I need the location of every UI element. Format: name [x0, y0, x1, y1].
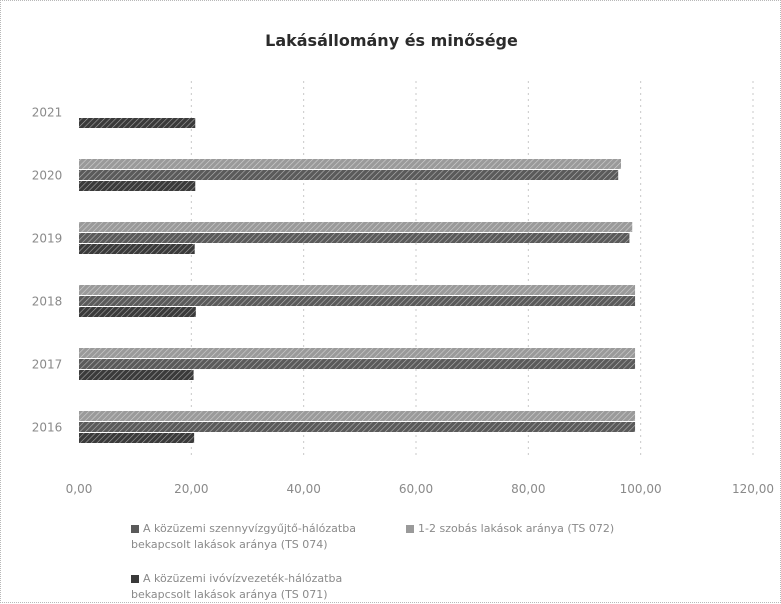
bar-series-0-2021 — [79, 118, 196, 128]
legend-swatch-0 — [131, 575, 139, 583]
legend-item-1: A közüzemi szennyvízgyűjtő-hálózatba bek… — [131, 521, 391, 553]
legend-swatch-1 — [131, 525, 139, 533]
y-tick-label: 2021 — [32, 106, 63, 120]
bar-series-1-2019 — [79, 233, 630, 243]
bar-series-1-2020 — [79, 170, 619, 180]
bar-series-0-2016 — [79, 433, 195, 443]
bar-series-0-2018 — [79, 307, 196, 317]
legend-item-2: 1-2 szobás lakások aránya (TS 072) — [406, 521, 666, 537]
x-tick-label: 60,00 — [399, 482, 433, 496]
x-tick-label: 80,00 — [511, 482, 545, 496]
legend-label-0: A közüzemi ivóvízvezeték-hálózatba bekap… — [131, 572, 343, 601]
y-tick-label: 2020 — [32, 169, 63, 183]
bar-series-0-2019 — [79, 244, 195, 254]
chart-title: Lakásállomány és minősége — [265, 31, 518, 50]
bar-series-2-2018 — [79, 285, 636, 295]
x-tick-label: 0,00 — [66, 482, 93, 496]
bar-series-2-2020 — [79, 159, 622, 169]
x-tick-label: 20,00 — [174, 482, 208, 496]
bar-series-0-2017 — [79, 370, 194, 380]
bar-series-1-2018 — [79, 296, 636, 306]
bar-series-1-2017 — [79, 359, 636, 369]
bar-series-2-2019 — [79, 222, 633, 232]
y-tick-label: 2019 — [32, 232, 63, 246]
bar-series-2-2017 — [79, 348, 636, 358]
x-tick-label: 120,00 — [732, 482, 774, 496]
bar-series-1-2016 — [79, 422, 636, 432]
legend-swatch-2 — [406, 525, 414, 533]
legend-item-0: A közüzemi ivóvízvezeték-hálózatba bekap… — [131, 571, 391, 603]
bar-series-2-2016 — [79, 411, 636, 421]
y-tick-label: 2016 — [32, 421, 63, 435]
x-tick-label: 100,00 — [620, 482, 662, 496]
x-tick-label: 40,00 — [286, 482, 320, 496]
y-tick-label: 2017 — [32, 358, 63, 372]
legend-label-2: 1-2 szobás lakások aránya (TS 072) — [418, 522, 615, 535]
y-tick-label: 2018 — [32, 295, 63, 309]
legend-label-1: A közüzemi szennyvízgyűjtő-hálózatba bek… — [131, 522, 356, 551]
bar-series-0-2020 — [79, 181, 196, 191]
